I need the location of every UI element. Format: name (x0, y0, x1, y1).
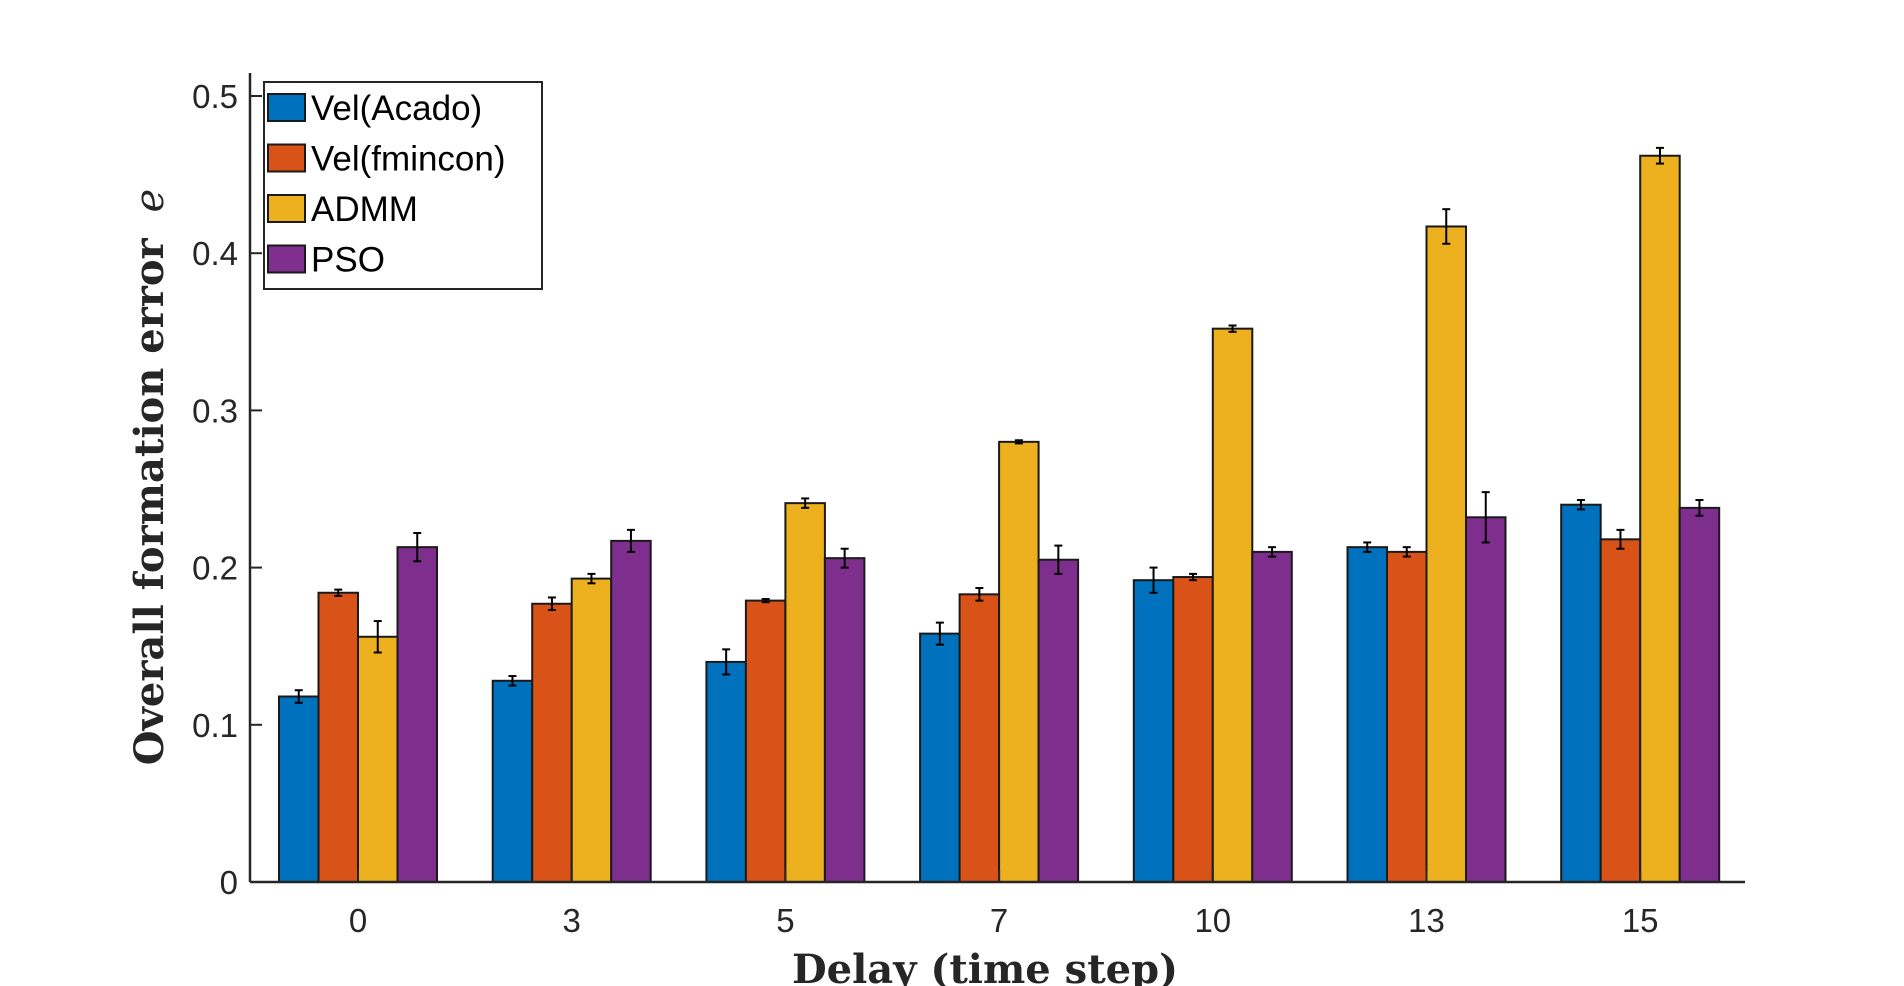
y-axis-title: Overall formation error e (126, 189, 173, 765)
legend-label-vel-fmincon-: Vel(fmincon) (311, 140, 506, 179)
errorbars-layer (294, 146, 1704, 704)
legend-label-admm: ADMM (311, 190, 418, 229)
errorbar-pso-3 (626, 528, 635, 553)
errorbar-vel-acado--5 (722, 648, 731, 676)
bar-vel-fmincon--5 (744, 599, 787, 883)
errorbar-vel-acado--10 (1149, 566, 1158, 594)
errorbar-pso-0 (413, 532, 422, 563)
x-tick-label-5: 5 (776, 902, 794, 939)
bar-pso-3 (610, 539, 652, 883)
bars-layer (278, 154, 1721, 884)
errorbar-vel-fmincon--3 (547, 596, 556, 612)
bar-pso-13 (1465, 516, 1507, 884)
bar-admm-3 (570, 577, 613, 883)
legend-label-pso: PSO (311, 241, 385, 280)
legend-swatch-vel-fmincon- (267, 143, 306, 173)
y-tick-label-0.5: 0.5 (192, 78, 238, 115)
x-tick-label-13: 13 (1408, 902, 1445, 939)
bar-vel-fmincon--7 (958, 593, 1001, 883)
errorbar-vel-fmincon--7 (975, 587, 984, 602)
y-tick-label-0.3: 0.3 (192, 392, 238, 429)
y-axis-title-symbol: e (127, 189, 173, 213)
bar-vel-fmincon--15 (1599, 538, 1642, 884)
errorbar-vel-fmincon--0 (334, 588, 343, 597)
x-ticks-layer: 0 3 5 7 10 13 15 (349, 870, 1659, 939)
bar-pso-7 (1037, 558, 1080, 883)
x-axis-title: Delay (time step) (792, 946, 1178, 986)
legend-swatch-vel-acado- (267, 93, 306, 122)
errorbar-vel-fmincon--15 (1616, 528, 1625, 550)
errorbar-vel-fmincon--5 (761, 598, 770, 604)
bar-admm-0 (357, 635, 399, 883)
y-tick-label-0.2: 0.2 (192, 550, 238, 587)
bar-admm-5 (784, 502, 826, 883)
y-tick-label-0.4: 0.4 (192, 235, 238, 272)
errorbar-vel-acado--13 (1363, 541, 1372, 553)
x-tick-label-10: 10 (1194, 902, 1231, 939)
errorbar-vel-acado--0 (294, 689, 303, 704)
y-axis-title-group: Overall formation error e (126, 189, 173, 765)
bar-vel-acado--10 (1132, 579, 1175, 884)
bar-vel-acado--15 (1560, 503, 1602, 883)
errorbar-vel-fmincon--10 (1189, 572, 1198, 582)
errorbar-admm-7 (1014, 439, 1023, 445)
errorbar-pso-10 (1268, 546, 1277, 558)
bar-vel-acado--5 (705, 660, 747, 883)
axes-layer (248, 73, 1745, 884)
bar-pso-15 (1678, 506, 1721, 883)
y-tick-label-0: 0 (220, 864, 238, 901)
x-tick-label-7: 7 (990, 902, 1008, 939)
errorbar-pso-15 (1695, 499, 1704, 517)
legend-box (263, 81, 543, 290)
bar-vel-fmincon--3 (531, 602, 573, 883)
errorbar-admm-0 (373, 620, 382, 654)
x-tick-label-15: 15 (1622, 902, 1659, 939)
errorbar-admm-15 (1655, 146, 1664, 165)
bar-vel-acado--3 (491, 679, 534, 883)
bar-admm-7 (998, 440, 1040, 883)
bar-vel-fmincon--10 (1172, 576, 1214, 883)
errorbar-admm-3 (587, 572, 596, 585)
legend-label-vel-acado-: Vel(Acado) (311, 89, 482, 128)
bar-vel-fmincon--0 (317, 591, 359, 883)
legend-swatch-admm (267, 194, 306, 223)
bar-vel-fmincon--13 (1386, 550, 1428, 883)
errorbar-pso-13 (1481, 491, 1490, 544)
x-tick-label-0: 0 (349, 902, 367, 939)
errorbar-vel-acado--3 (508, 675, 517, 687)
errorbar-pso-5 (840, 547, 849, 569)
bar-admm-15 (1639, 154, 1681, 883)
legend-swatch-pso (267, 244, 306, 274)
errorbar-admm-13 (1442, 208, 1451, 245)
errorbar-admm-10 (1228, 324, 1237, 333)
bar-vel-acado--0 (278, 695, 320, 884)
errorbar-vel-acado--7 (935, 621, 944, 646)
y-ticks-layer: 0 0.1 0.2 0.3 0.4 0.5 (192, 78, 262, 901)
x-tick-label-3: 3 (563, 902, 581, 939)
bar-admm-10 (1211, 327, 1254, 883)
bar-pso-5 (823, 557, 866, 884)
bar-pso-10 (1251, 550, 1293, 883)
errorbar-admm-5 (801, 497, 810, 509)
errorbar-vel-acado--15 (1576, 499, 1585, 511)
legend: Vel(Acado) Vel(fmincon) ADMM PSO (263, 81, 543, 290)
errorbar-vel-fmincon--13 (1402, 546, 1411, 558)
y-tick-label-0.1: 0.1 (192, 707, 238, 744)
bar-admm-13 (1425, 225, 1467, 883)
bar-vel-acado--7 (919, 632, 961, 884)
errorbar-pso-7 (1054, 544, 1063, 575)
y-axis-title-text: Overall formation error (126, 238, 173, 766)
bar-vel-acado--13 (1346, 546, 1388, 883)
bar-pso-0 (396, 546, 438, 883)
